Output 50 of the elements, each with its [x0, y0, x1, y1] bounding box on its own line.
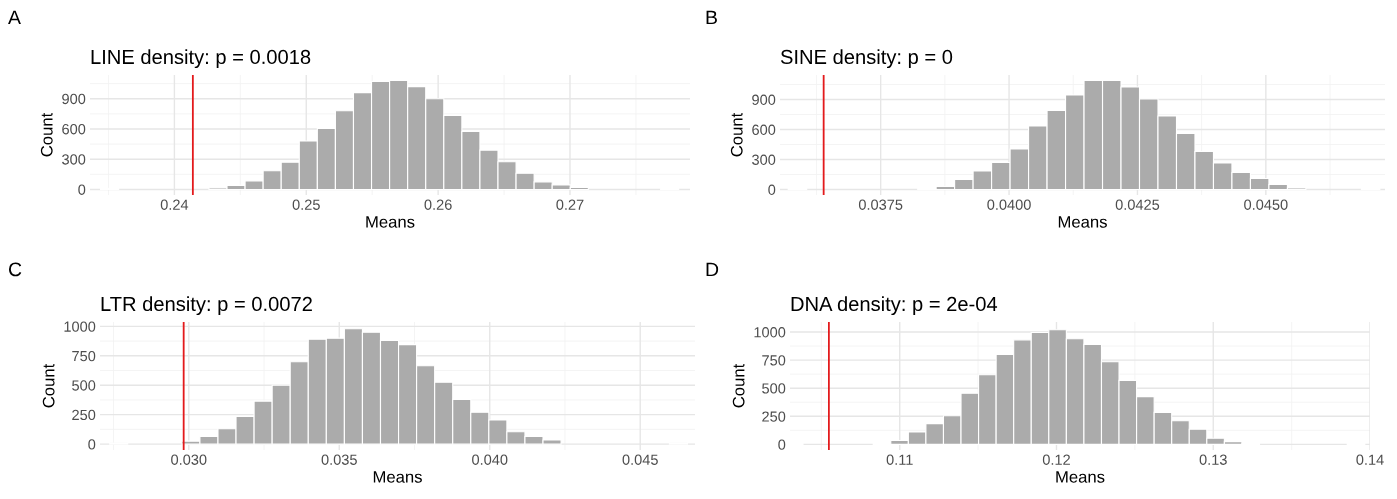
- y-tick-label: 900: [752, 94, 776, 105]
- x-tick-label: 0.040: [472, 454, 508, 465]
- y-tick-label: 600: [62, 124, 86, 135]
- x-tick-label: 0.26: [424, 199, 452, 210]
- x-tick-label: 0.0400: [987, 199, 1031, 210]
- y-tick-label: 900: [62, 93, 86, 105]
- x-tick-label: 0.0425: [1115, 199, 1160, 210]
- x-tick-label: 0.12: [1042, 454, 1070, 465]
- x-tick-label: 0.11: [886, 454, 913, 465]
- x-tick-label: 0.27: [556, 199, 584, 210]
- chart-title: DNA density: p = 2e-04: [791, 296, 998, 316]
- y-axis-title: Count: [40, 112, 53, 157]
- y-tick-label: 500: [762, 383, 786, 394]
- y-tick-label: 1000: [754, 327, 786, 338]
- x-tick-label: 0.13: [1199, 454, 1227, 465]
- y-tick-label: 0: [78, 184, 86, 195]
- y-axis-title: Count: [730, 112, 743, 157]
- y-tick-label: 600: [752, 124, 776, 135]
- y-axis-title: Count: [732, 363, 745, 408]
- y-tick-label: 750: [762, 355, 786, 366]
- x-axis-title: Means: [1056, 471, 1105, 483]
- x-tick-label: 0.0450: [1244, 199, 1288, 210]
- y-tick-label: 300: [62, 154, 86, 165]
- y-tick-label: 0: [778, 439, 786, 450]
- text: C: [8, 262, 22, 277]
- y-axis-title: Count: [42, 363, 55, 408]
- y-tick-label: 300: [752, 154, 776, 165]
- x-tick-label: 0.25: [292, 199, 320, 210]
- x-tick-label: 0.0375: [858, 199, 903, 210]
- y-tick-label: 1000: [64, 321, 96, 332]
- y-tick-label: 750: [72, 350, 96, 362]
- x-tick-label: 0.030: [171, 454, 207, 465]
- x-axis-title: Means: [1058, 216, 1107, 228]
- text: A: [8, 10, 21, 25]
- text: D: [706, 262, 719, 277]
- x-tick-label: 0.24: [160, 199, 189, 210]
- chart-title: LINE density: p = 0.0018: [91, 49, 311, 69]
- x-tick-label: 0.045: [622, 454, 658, 465]
- x-tick-label: 0.035: [321, 454, 357, 465]
- y-tick-label: 500: [72, 380, 96, 391]
- y-tick-label: 250: [762, 411, 786, 422]
- x-tick-label: 0.14: [1356, 454, 1384, 465]
- text: B: [706, 10, 717, 25]
- y-tick-label: 0: [88, 439, 96, 450]
- chart-title: SINE density: p = 0: [780, 49, 953, 69]
- x-axis-title: Means: [366, 216, 415, 228]
- chart-title: LTR density: p = 0.0072: [101, 296, 312, 316]
- y-tick-label: 0: [768, 184, 776, 195]
- y-tick-label: 250: [72, 409, 96, 421]
- x-axis-title: Means: [373, 471, 422, 483]
